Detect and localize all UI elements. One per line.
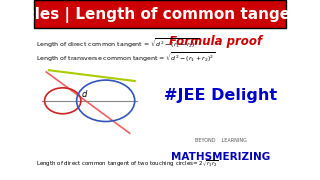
- Text: d: d: [82, 90, 87, 99]
- Text: Formula proof: Formula proof: [169, 35, 262, 48]
- Text: Length of direct common tangent = $\sqrt{d^2-(r_1-r_2)^2}$: Length of direct common tangent = $\sqrt…: [36, 37, 200, 50]
- Text: BEYOND    LEARNING: BEYOND LEARNING: [195, 138, 247, 143]
- Text: MATHSMERIZING: MATHSMERIZING: [171, 152, 270, 162]
- Text: Length of transverse common tangent = $\sqrt{d^2-(r_1+r_2)^2}$: Length of transverse common tangent = $\…: [36, 51, 215, 64]
- Text: Circles | Length of common tangents: Circles | Length of common tangents: [2, 7, 318, 23]
- FancyBboxPatch shape: [34, 0, 286, 28]
- Text: #JEE Delight: #JEE Delight: [164, 88, 277, 103]
- Text: Length of direct common tangent of two touching circles= $2\sqrt{r_1 r_2}$: Length of direct common tangent of two t…: [36, 159, 219, 169]
